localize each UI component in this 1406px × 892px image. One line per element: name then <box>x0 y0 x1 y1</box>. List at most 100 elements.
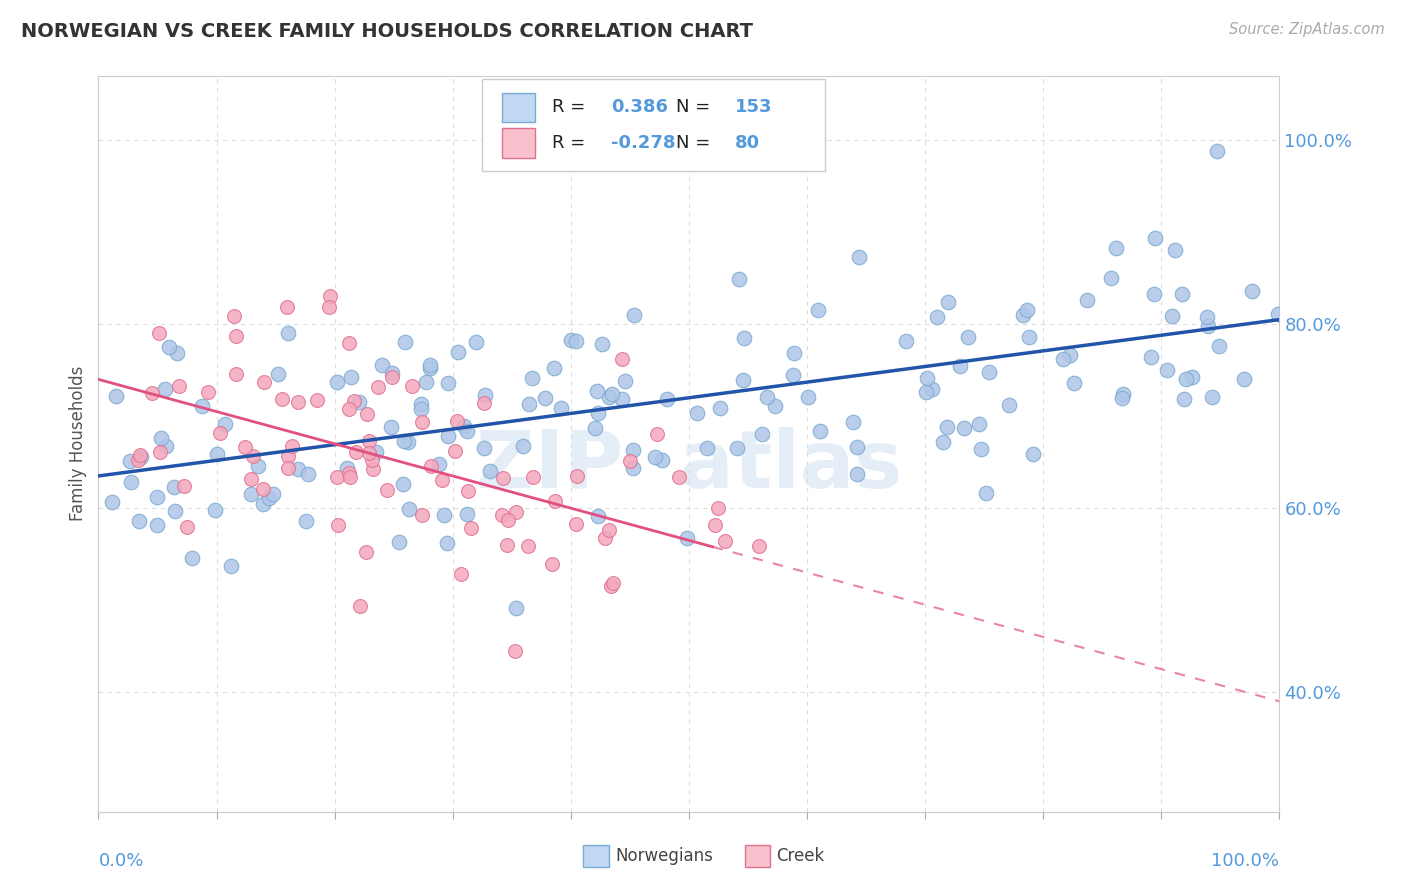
Point <box>676 531 699 545</box>
Point <box>921 382 943 396</box>
Point <box>129 448 152 462</box>
Point <box>591 336 613 351</box>
Point <box>277 326 299 341</box>
Point <box>141 385 163 400</box>
Point <box>505 601 527 615</box>
Point <box>394 434 416 448</box>
Text: Creek: Creek <box>776 847 824 865</box>
Point <box>651 453 673 467</box>
Point <box>359 446 381 460</box>
Point <box>146 518 169 533</box>
Point <box>491 508 513 523</box>
Text: Source: ZipAtlas.com: Source: ZipAtlas.com <box>1229 22 1385 37</box>
FancyBboxPatch shape <box>482 79 825 171</box>
Point <box>644 450 666 465</box>
Point <box>319 289 342 303</box>
Point <box>337 335 360 350</box>
Point <box>1139 350 1161 364</box>
Point <box>534 392 557 406</box>
Point <box>163 504 186 518</box>
Point <box>1144 231 1167 245</box>
Point <box>925 310 948 325</box>
Point <box>190 399 212 413</box>
Y-axis label: Family Households: Family Households <box>69 366 87 522</box>
Point <box>586 509 609 524</box>
Point <box>472 441 495 455</box>
Point <box>848 250 870 264</box>
Point <box>783 346 806 360</box>
Point <box>1111 391 1133 405</box>
Point <box>1174 372 1197 386</box>
Point <box>600 387 623 401</box>
Point <box>450 566 472 581</box>
Point <box>725 441 748 455</box>
Point <box>246 459 269 474</box>
Point <box>381 366 404 380</box>
Point <box>550 401 572 415</box>
Point <box>1181 369 1204 384</box>
Text: ZIP  atlas: ZIP atlas <box>475 427 903 505</box>
Point <box>173 479 195 493</box>
Text: NORWEGIAN VS CREEK FAMILY HOUSEHOLDS CORRELATION CHART: NORWEGIAN VS CREEK FAMILY HOUSEHOLDS COR… <box>21 22 754 41</box>
Point <box>364 445 387 459</box>
Text: 0.386: 0.386 <box>612 98 668 117</box>
Point <box>371 359 394 373</box>
Point <box>224 310 246 324</box>
Point <box>541 557 564 571</box>
Point <box>437 429 460 443</box>
Point <box>751 427 773 442</box>
Text: Norwegians: Norwegians <box>616 847 714 865</box>
Point <box>598 524 620 538</box>
Point <box>411 508 433 522</box>
Point <box>456 425 478 439</box>
Point <box>544 494 567 508</box>
Point <box>586 384 609 398</box>
Point <box>233 440 256 454</box>
Point <box>375 483 398 497</box>
Point <box>733 331 755 345</box>
Point <box>367 380 389 394</box>
Point <box>915 385 938 400</box>
Point <box>337 401 360 416</box>
Point <box>685 406 707 420</box>
Point <box>420 458 443 473</box>
Point <box>240 472 263 486</box>
Point <box>128 514 150 528</box>
Point <box>242 450 264 464</box>
Point <box>1267 307 1289 321</box>
Point <box>339 370 361 384</box>
Point <box>155 439 177 453</box>
Point <box>953 421 976 435</box>
Point <box>696 441 718 455</box>
Point <box>181 551 204 566</box>
Point <box>176 520 198 534</box>
Point <box>150 431 173 445</box>
Point <box>492 471 515 485</box>
Point <box>1099 271 1122 285</box>
Point <box>807 302 830 317</box>
Point <box>1063 376 1085 390</box>
Point <box>917 370 939 384</box>
Point <box>1059 348 1081 362</box>
Point <box>841 415 863 429</box>
Point <box>287 462 309 476</box>
Point <box>349 395 371 409</box>
Point <box>755 390 778 404</box>
Point <box>336 461 359 475</box>
Point <box>1206 144 1229 158</box>
Point <box>1022 447 1045 461</box>
Point <box>148 326 170 341</box>
Point <box>157 340 180 354</box>
Point <box>396 435 419 450</box>
Point <box>453 419 475 434</box>
Point <box>1173 392 1195 406</box>
Point <box>936 420 959 434</box>
Point <box>1201 390 1223 404</box>
Point <box>706 501 728 516</box>
Point <box>446 414 468 428</box>
Point <box>1105 241 1128 255</box>
Point <box>197 384 219 399</box>
Point <box>432 473 454 487</box>
Text: R =: R = <box>553 98 591 117</box>
Point <box>456 507 478 521</box>
